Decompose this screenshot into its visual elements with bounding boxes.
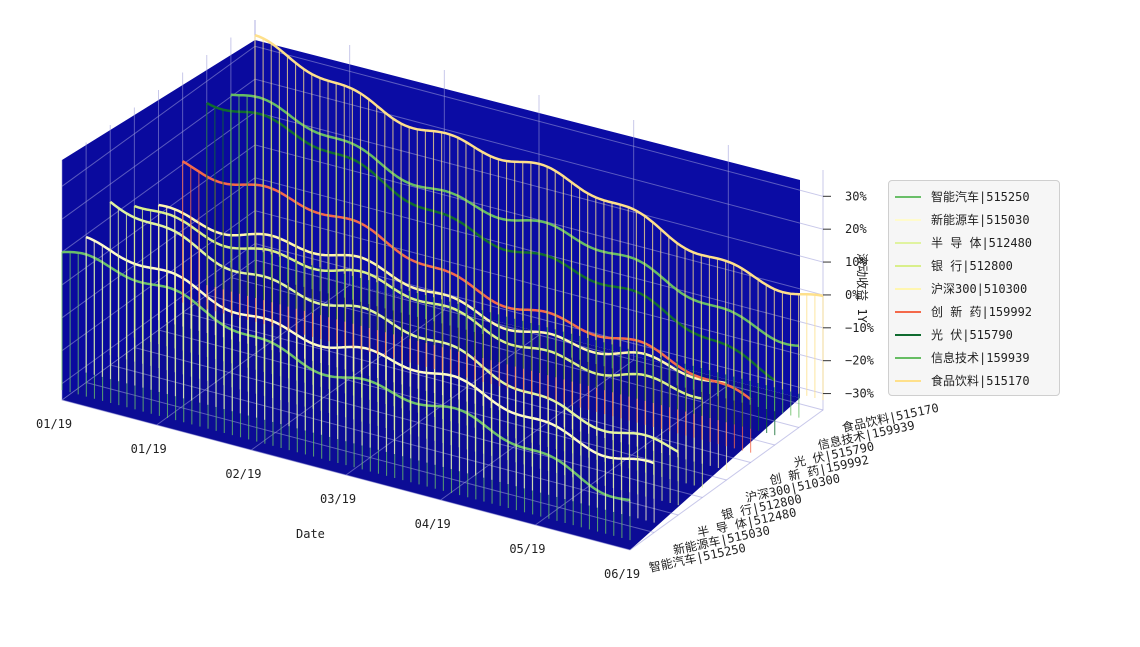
legend-label: 食品饮料|515170 (931, 374, 1030, 388)
series-line (254, 34, 824, 298)
legend-item: 半 导 体|512480 (895, 231, 1053, 254)
back-wall-pane (255, 40, 800, 398)
legend-swatch (895, 195, 921, 198)
legend-swatch (895, 333, 921, 336)
legend-item: 食品饮料|515170 (895, 369, 1053, 392)
legend-swatch (895, 310, 921, 313)
legend-label: 信息技术|159939 (931, 351, 1030, 365)
z-tick-labels: 30% 20% 10% 0% −10% −20% −30% (823, 189, 875, 401)
x-tick-label: 05/19 (509, 542, 545, 556)
x-tick-labels: 01/19 01/19 02/19 03/19 04/19 05/19 06/19 (36, 417, 640, 581)
legend-swatch (895, 218, 921, 221)
z-tick-label: −20% (845, 354, 875, 368)
x-tick-label: 02/19 (225, 467, 261, 481)
z-tick-label: 30% (845, 189, 867, 203)
legend-item: 新能源车|515030 (895, 208, 1053, 231)
z-axis-label: 滚动收益 1Y (855, 253, 870, 323)
legend-label: 新能源车|515030 (931, 213, 1030, 227)
x-tick-label: 06/19 (604, 567, 640, 581)
x-tick-label: 04/19 (415, 517, 451, 531)
x-tick-label: 03/19 (320, 492, 356, 506)
grid-line-y (61, 160, 631, 551)
z-tick-label: 20% (845, 222, 867, 236)
legend: 智能汽车|515250 新能源车|515030 半 导 体|512480 银 行|51… (888, 180, 1060, 396)
z-tick-label: 0% (845, 288, 860, 302)
legend-label: 半 导 体|512480 (931, 236, 1033, 250)
legend-swatch (895, 241, 921, 244)
legend-label: 智能汽车|515250 (931, 190, 1030, 204)
legend-item: 创 新 药|159992 (895, 300, 1053, 323)
legend-swatch (895, 356, 921, 359)
legend-item: 银 行|512800 (895, 254, 1053, 277)
z-tick-label: −10% (845, 321, 875, 335)
legend-swatch (895, 379, 921, 382)
legend-swatch (895, 264, 921, 267)
legend-swatch (895, 287, 921, 290)
series-group (61, 34, 824, 541)
z-tick-label: 10% (845, 255, 867, 269)
legend-label: 光 伏|515790 (931, 328, 1013, 342)
legend-item: 智能汽车|515250 (895, 185, 1053, 208)
legend-item: 沪深300|510300 (895, 277, 1053, 300)
legend-item: 信息技术|159939 (895, 346, 1053, 369)
x-axis-label: Date (296, 527, 325, 541)
x-tick-label: 01/19 (131, 442, 167, 456)
legend-label: 沪深300|510300 (931, 282, 1028, 296)
legend-item: 光 伏|515790 (895, 323, 1053, 346)
x-tick-label: 01/19 (36, 417, 72, 431)
legend-label: 银 行|512800 (931, 259, 1013, 273)
z-tick-label: −30% (845, 387, 875, 401)
legend-label: 创 新 药|159992 (931, 305, 1033, 319)
